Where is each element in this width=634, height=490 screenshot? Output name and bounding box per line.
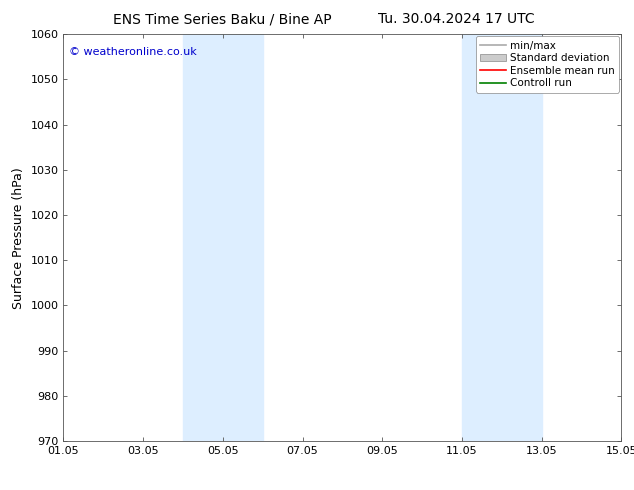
Bar <box>183 34 262 441</box>
Legend: min/max, Standard deviation, Ensemble mean run, Controll run: min/max, Standard deviation, Ensemble me… <box>476 36 619 93</box>
Text: ENS Time Series Baku / Bine AP: ENS Time Series Baku / Bine AP <box>113 12 331 26</box>
Bar <box>462 34 541 441</box>
Text: Tu. 30.04.2024 17 UTC: Tu. 30.04.2024 17 UTC <box>378 12 535 26</box>
Y-axis label: Surface Pressure (hPa): Surface Pressure (hPa) <box>12 167 25 309</box>
Text: © weatheronline.co.uk: © weatheronline.co.uk <box>69 47 197 56</box>
